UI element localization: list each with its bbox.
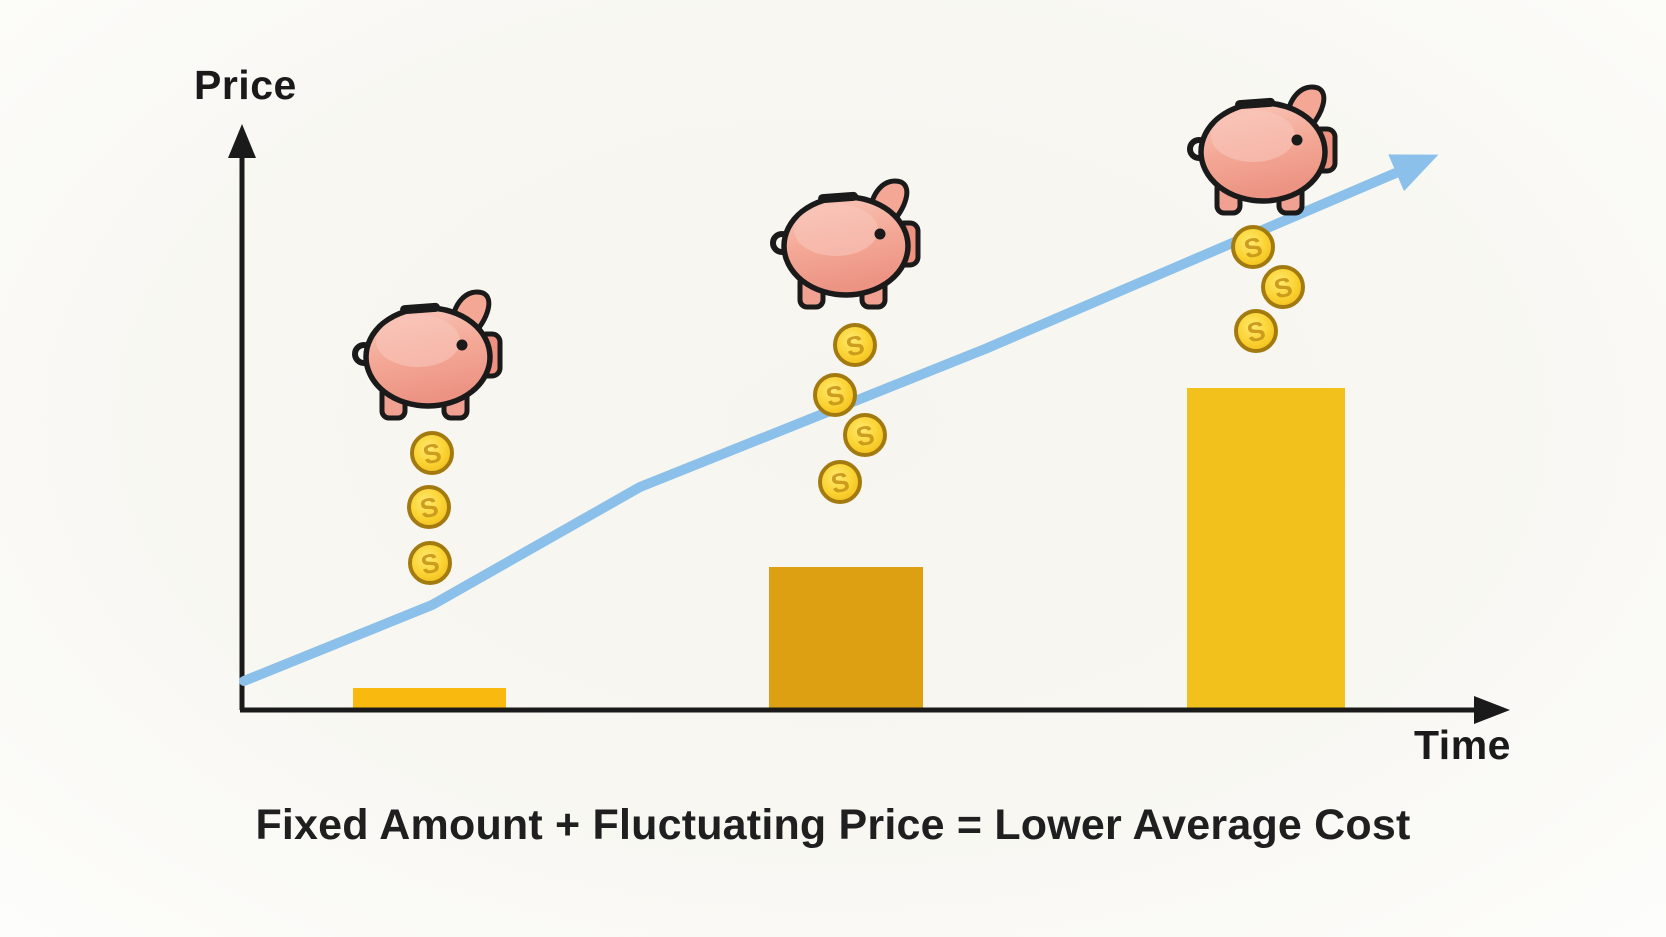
coin-icon-3-3: S	[1234, 309, 1278, 353]
y-axis-arrowhead	[228, 124, 256, 158]
svg-text:S: S	[417, 491, 441, 524]
bar-purchase-3	[1187, 388, 1345, 708]
svg-text:S: S	[1241, 231, 1265, 264]
svg-text:S: S	[420, 437, 444, 470]
svg-text:S: S	[823, 379, 847, 412]
chart-axes	[228, 124, 1510, 724]
coin-icon-2-3: S	[843, 413, 887, 457]
coin-icon-3-1: S	[1231, 225, 1275, 269]
coin-icon-3-2: S	[1261, 265, 1305, 309]
piggy-bank-icon-1	[355, 292, 500, 418]
svg-text:S: S	[853, 419, 877, 452]
x-axis-arrowhead	[1474, 696, 1510, 724]
svg-text:S: S	[1244, 315, 1268, 348]
svg-text:S: S	[828, 466, 852, 499]
piggy-banks	[355, 87, 1335, 418]
investment-bars	[353, 388, 1345, 708]
coin-icon-1-2: S	[407, 485, 451, 529]
caption-text: Fixed Amount + Fluctuating Price = Lower…	[255, 801, 1411, 849]
coin-icon-2-1: S	[833, 323, 877, 367]
bar-purchase-1	[353, 688, 506, 708]
coin-icon-2-2: S	[813, 373, 857, 417]
svg-text:S: S	[843, 329, 867, 362]
coin-icon-1-1: S	[410, 431, 454, 475]
piggy-bank-icon-2	[773, 181, 918, 307]
price-trend-line	[239, 154, 1439, 686]
coin-icon-1-3: S	[408, 541, 452, 585]
x-axis-label-time: Time	[1414, 722, 1511, 768]
svg-text:S: S	[1271, 271, 1295, 304]
y-axis-label-price: Price	[194, 62, 297, 108]
coin-icon-2-4: S	[818, 460, 862, 504]
trend-line	[239, 154, 1439, 686]
bar-purchase-2	[769, 567, 923, 708]
svg-text:S: S	[418, 547, 442, 580]
piggy-bank-icon-3	[1190, 87, 1335, 213]
